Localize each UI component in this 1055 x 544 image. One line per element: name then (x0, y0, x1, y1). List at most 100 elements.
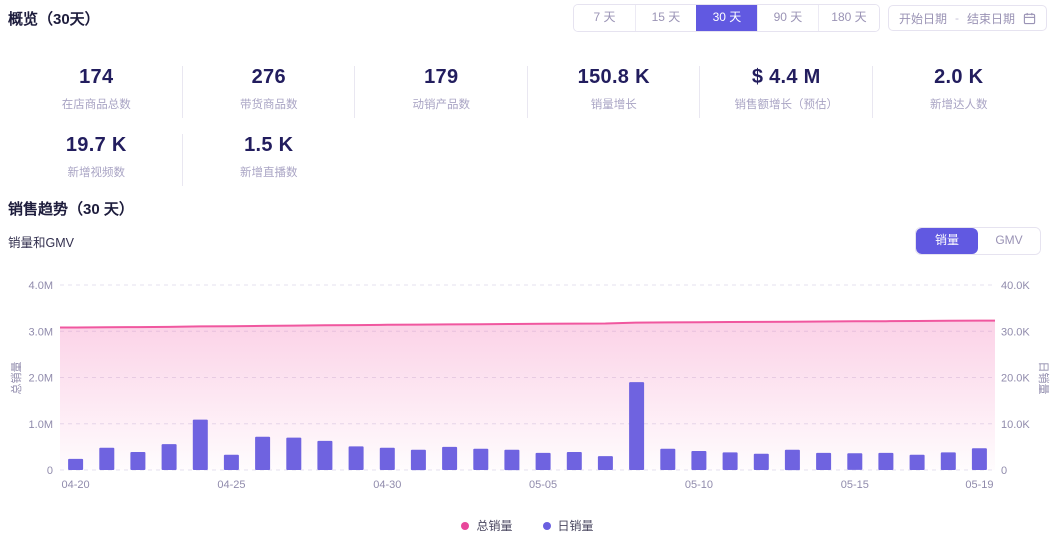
legend-dot (461, 521, 470, 530)
daily-sales-bar[interactable] (753, 453, 769, 470)
daily-sales-bar[interactable] (691, 451, 707, 470)
daily-sales-bar[interactable] (68, 458, 84, 470)
stat-card: $ 4.4 M 销售额增长（预估） (700, 58, 873, 122)
x-axis-tick: 04-20 (62, 479, 90, 491)
period-button-15天[interactable]: 15 天 (634, 5, 696, 31)
trend-subheader: 销量和GMV 销量 GMV (8, 227, 1041, 255)
legend-item[interactable]: 总销量 (461, 517, 513, 534)
period-button-90天[interactable]: 90 天 (756, 5, 818, 31)
stats-row-2: 19.7 K 新增视频数 1.5 K 新增直播数 (10, 126, 1045, 190)
stat-label: 销售额增长（预估） (734, 99, 839, 111)
metric-toggle: 销量 GMV (915, 227, 1041, 255)
total-sales-area (60, 320, 995, 470)
period-button-30天[interactable]: 30 天 (695, 5, 757, 31)
daily-sales-bar[interactable] (192, 419, 208, 470)
calendar-icon[interactable] (1023, 12, 1036, 25)
chart-subtitle: 销量和GMV (8, 235, 74, 250)
right-axis-tick: 40.0K (1001, 280, 1030, 292)
sales-trend-chart: 0 0 1.0M 10.0K 2.0M 20.0K 3.0M 30.0K 4.0M 40.0K 总销… (0, 265, 1055, 505)
stat-value: 179 (424, 66, 459, 88)
x-axis-tick: 05-05 (529, 479, 557, 491)
daily-sales-bar[interactable] (784, 449, 800, 471)
stat-card: 19.7 K 新增视频数 (10, 126, 183, 190)
right-axis-name: 日销量 (1037, 362, 1051, 395)
legend-label: 总销量 (476, 519, 513, 533)
total-sales-line (60, 319, 995, 329)
toggle-button-销量[interactable]: 销量 (916, 228, 978, 254)
overview-stats: 174 在店商品总数 276 带货商品数 179 动销产品数 150.8 K 销量增长 $ 4.… (10, 58, 1045, 190)
x-axis-tick: 05-10 (685, 479, 713, 491)
stat-value: 276 (251, 66, 286, 88)
daily-sales-bar[interactable] (597, 456, 613, 470)
daily-sales-bar[interactable] (940, 452, 956, 470)
left-axis-tick: 0 (47, 465, 53, 477)
stat-value: $ 4.4 M (751, 66, 821, 88)
daily-sales-bar[interactable] (971, 448, 987, 470)
stat-card: 179 动销产品数 (355, 58, 528, 122)
stat-label: 带货商品数 (240, 99, 298, 111)
x-axis-tick: 04-25 (217, 479, 245, 491)
stat-label: 新增达人数 (930, 99, 988, 111)
start-date-placeholder[interactable]: 开始日期 (898, 11, 947, 26)
stat-label: 销量增长 (590, 99, 637, 111)
stat-value: 1.5 K (244, 134, 294, 156)
daily-sales-bar[interactable] (379, 447, 395, 470)
header-controls: 7 天 15 天 30 天 90 天 180 天 开始日期 - 结束日期 (572, 4, 1047, 32)
trend-section-title: 销售趋势（30 天） (8, 201, 134, 218)
daily-sales-bar[interactable] (566, 452, 582, 470)
legend-item[interactable]: 日销量 (542, 517, 594, 534)
period-button-7天[interactable]: 7 天 (573, 5, 635, 31)
stat-label: 新增视频数 (67, 167, 126, 179)
stat-label: 在店商品总数 (61, 99, 131, 111)
stat-card: 2.0 K 新增达人数 (873, 58, 1046, 122)
stat-label: 动销产品数 (412, 99, 471, 111)
daily-sales-bar[interactable] (816, 452, 832, 470)
left-axis-tick: 2.0M (29, 373, 53, 385)
daily-sales-bar[interactable] (629, 382, 645, 470)
daily-sales-bar[interactable] (317, 440, 333, 470)
stat-card: 1.5 K 新增直播数 (183, 126, 356, 190)
end-date-placeholder[interactable]: 结束日期 (966, 11, 1015, 26)
stat-card: 276 带货商品数 (183, 58, 356, 122)
right-axis-tick: 0 (1001, 465, 1007, 477)
daily-sales-bar[interactable] (286, 437, 302, 470)
stat-value: 150.8 K (577, 66, 650, 88)
left-axis-name: 总销量 (9, 362, 23, 395)
daily-sales-bar[interactable] (722, 452, 738, 470)
toggle-button-gmv[interactable]: GMV (978, 228, 1040, 254)
stat-label: 新增直播数 (240, 167, 298, 179)
date-range-separator: - (954, 11, 959, 25)
daily-sales-bar[interactable] (442, 446, 458, 470)
period-selector: 7 天 15 天 30 天 90 天 180 天 (572, 4, 880, 32)
stat-card: 150.8 K 销量增长 (528, 58, 701, 122)
daily-sales-bar[interactable] (473, 448, 489, 470)
stat-value: 19.7 K (65, 134, 127, 156)
daily-sales-bar[interactable] (878, 452, 894, 470)
legend-dot (542, 521, 551, 530)
daily-sales-bar[interactable] (130, 452, 146, 470)
overview-header: 概览（30天） 7 天 15 天 30 天 90 天 180 天 开始日期 - 结束日期 (8, 4, 1047, 32)
date-range-picker[interactable]: 开始日期 - 结束日期 (887, 5, 1047, 31)
daily-sales-bar[interactable] (847, 453, 863, 470)
stat-value: 2.0 K (934, 66, 984, 88)
daily-sales-bar[interactable] (504, 449, 520, 471)
daily-sales-bar[interactable] (99, 447, 115, 470)
daily-sales-bar[interactable] (535, 452, 551, 470)
right-axis-tick: 10.0K (1001, 419, 1030, 431)
daily-sales-bar[interactable] (909, 454, 925, 470)
stat-card: 174 在店商品总数 (10, 58, 183, 122)
x-axis-tick: 05-15 (841, 479, 869, 491)
left-axis-tick: 4.0M (29, 280, 53, 292)
daily-sales-bar[interactable] (255, 436, 271, 470)
left-axis-tick: 3.0M (29, 326, 53, 338)
stat-value: 174 (79, 66, 114, 88)
daily-sales-bar[interactable] (660, 448, 676, 470)
daily-sales-bar[interactable] (348, 446, 364, 470)
daily-sales-bar[interactable] (410, 449, 426, 471)
left-axis-tick: 1.0M (29, 419, 53, 431)
right-axis-tick: 30.0K (1001, 326, 1030, 338)
period-button-180天[interactable]: 180 天 (817, 5, 879, 31)
daily-sales-bar[interactable] (223, 454, 239, 470)
daily-sales-bar[interactable] (161, 444, 177, 470)
x-axis-tick: 05-19 (965, 479, 993, 491)
